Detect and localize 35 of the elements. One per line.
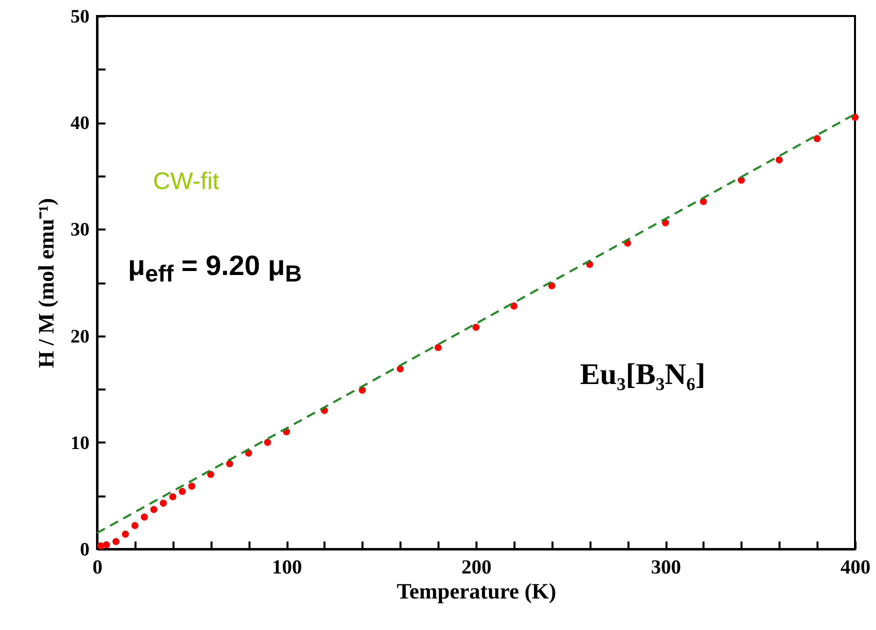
- x-tick-label: 400: [840, 556, 870, 578]
- annotation: μ$_{eff}$ = 9.20 μ$_{B}$: [128, 250, 302, 288]
- point: [776, 156, 783, 164]
- point: [396, 365, 404, 372]
- y-tick-label: 40: [70, 113, 90, 134]
- point: [169, 493, 176, 500]
- point: [207, 470, 214, 478]
- point: [112, 538, 120, 546]
- point: [814, 135, 821, 142]
- annotation: Eu₃[B₃N₆]: [580, 358, 706, 392]
- annotation: CW-fit: [153, 168, 220, 196]
- x-axis-title: Temperature (K): [396, 578, 556, 604]
- point: [150, 506, 158, 514]
- y-tick-label: 50: [70, 6, 90, 28]
- point: [102, 541, 110, 548]
- point: [226, 460, 234, 468]
- point: [472, 324, 480, 331]
- point: [131, 522, 138, 530]
- point: [851, 114, 859, 121]
- x-tick-label: 100: [272, 556, 302, 578]
- y-tick-label: 10: [70, 432, 90, 454]
- point: [188, 482, 196, 490]
- x-tick-label: 300: [651, 556, 681, 578]
- y-tick-label: 0: [80, 540, 90, 560]
- point: [178, 488, 186, 495]
- y-axis-title: H / M (mol emu⁻¹): [34, 198, 58, 368]
- point: [510, 302, 518, 310]
- x-tick-label: 200: [462, 556, 492, 578]
- y-tick-label: 20: [70, 326, 90, 348]
- point: [434, 344, 442, 352]
- point: [264, 438, 272, 446]
- point: [140, 513, 148, 521]
- point: [122, 530, 129, 538]
- point: [160, 500, 167, 507]
- y-tick-label: 30: [70, 220, 90, 241]
